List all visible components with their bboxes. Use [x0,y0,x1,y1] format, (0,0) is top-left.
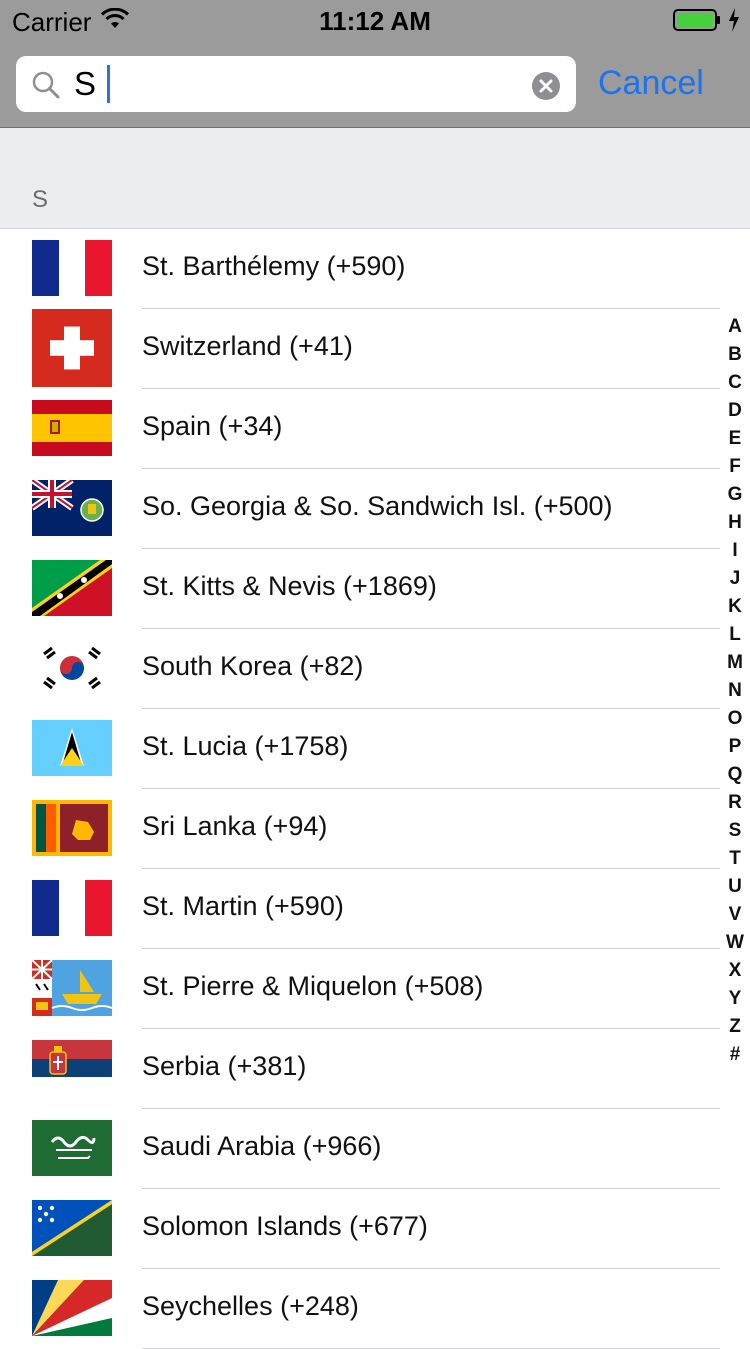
index-letter-p[interactable]: P [728,736,742,757]
country-label: So. Georgia & So. Sandwich Isl. (+500) [142,491,613,521]
index-letter-m[interactable]: M [727,652,743,673]
country-label: St. Barthélemy (+590) [142,251,406,281]
index-letter-u[interactable]: U [728,876,742,897]
search-icon [32,71,60,99]
country-label: Serbia (+381) [142,1051,307,1081]
index-letter-k[interactable]: K [728,596,742,617]
list-item[interactable]: St. Pierre & Miquelon (+508) [0,949,750,1029]
wifi-icon [100,8,130,28]
index-letter-v[interactable]: V [728,904,742,925]
list-item[interactable]: Spain (+34) [0,389,750,469]
country-label: Switzerland (+41) [142,331,353,361]
section-index-bar[interactable]: A B C D E F G H I J K L M N O P Q R S T … [722,313,748,1069]
list-item[interactable]: Solomon Islands (+677) [0,1189,750,1269]
index-letter-y[interactable]: Y [728,988,742,1009]
row-divider [142,1108,720,1109]
saint-kitts-flag-icon [32,560,112,616]
index-letter-hash[interactable]: # [729,1044,741,1065]
index-letter-j[interactable]: J [729,568,741,589]
section-header [0,128,750,229]
text-caret [107,65,110,103]
saint-lucia-flag-icon [32,720,112,776]
index-letter-w[interactable]: W [726,932,744,953]
row-divider [142,628,720,629]
search-input[interactable] [72,64,514,104]
list-item[interactable]: Seychelles (+248) [0,1269,750,1349]
index-letter-z[interactable]: Z [729,1016,741,1037]
row-divider [142,548,720,549]
section-header-letter: S [32,186,49,213]
saudi-arabia-flag-icon [32,1120,112,1176]
seychelles-flag-icon [32,1280,112,1336]
country-label: St. Kitts & Nevis (+1869) [142,571,437,601]
index-letter-q[interactable]: Q [727,764,743,785]
row-divider [142,468,720,469]
list-item[interactable]: Switzerland (+41) [0,309,750,389]
row-divider [142,708,720,709]
row-divider [142,1188,720,1189]
country-label: Sri Lanka (+94) [142,811,328,841]
switzerland-flag-icon [32,309,112,387]
index-letter-f[interactable]: F [729,456,741,477]
list-item[interactable]: St. Lucia (+1758) [0,709,750,789]
row-divider [142,788,720,789]
battery-icon [673,9,720,31]
row-divider [142,1268,720,1269]
index-letter-a[interactable]: A [728,316,742,337]
index-letter-g[interactable]: G [727,484,743,505]
list-item[interactable]: St. Martin (+590) [0,869,750,949]
index-letter-c[interactable]: C [728,372,742,393]
country-list: St. Barthélemy (+590) Switzerland (+41) … [0,229,750,1349]
clear-search-icon[interactable] [531,71,561,101]
country-label: St. Pierre & Miquelon (+508) [142,971,484,1001]
list-item[interactable]: Serbia (+381) [0,1029,750,1109]
solomon-islands-flag-icon [32,1200,112,1256]
row-divider [142,388,720,389]
sri-lanka-flag-icon [32,800,112,856]
index-letter-s[interactable]: S [728,820,742,841]
row-divider [142,308,720,309]
charging-icon [729,8,739,32]
france-flag-icon [32,240,112,296]
index-letter-r[interactable]: R [728,792,742,813]
index-letter-l[interactable]: L [729,624,741,645]
index-letter-o[interactable]: O [727,708,743,729]
france-flag-icon [32,880,112,936]
index-letter-x[interactable]: X [728,960,742,981]
index-letter-h[interactable]: H [728,512,742,533]
south-korea-flag-icon [32,640,112,696]
saint-pierre-flag-icon [32,960,112,1016]
list-item[interactable]: St. Kitts & Nevis (+1869) [0,549,750,629]
spain-flag-icon [32,400,112,456]
row-divider [142,868,720,869]
index-letter-n[interactable]: N [728,680,742,701]
index-letter-i[interactable]: I [732,540,738,561]
list-item[interactable]: South Korea (+82) [0,629,750,709]
list-item[interactable]: So. Georgia & So. Sandwich Isl. (+500) [0,469,750,549]
index-letter-e[interactable]: E [728,428,742,449]
country-label: Saudi Arabia (+966) [142,1131,382,1161]
clock: 11:12 AM [319,6,431,36]
country-label: Spain (+34) [142,411,283,441]
serbia-flag-icon [32,1040,112,1096]
carrier-label: Carrier [12,7,92,37]
list-item[interactable]: Saudi Arabia (+966) [0,1109,750,1189]
list-item[interactable]: Sri Lanka (+94) [0,789,750,869]
row-divider [142,948,720,949]
status-bar: Carrier 11:12 AM [0,0,750,40]
country-label: Solomon Islands (+677) [142,1211,428,1241]
south-georgia-flag-icon [32,480,112,536]
index-letter-d[interactable]: D [728,400,742,421]
list-item[interactable]: St. Barthélemy (+590) [0,229,750,309]
country-label: Seychelles (+248) [142,1291,359,1321]
country-label: St. Martin (+590) [142,891,344,921]
index-letter-t[interactable]: T [729,848,741,869]
country-label: South Korea (+82) [142,651,364,681]
row-divider [142,1028,720,1029]
search-header: Carrier 11:12 AM Cancel [0,0,750,128]
cancel-button[interactable]: Cancel [598,64,704,102]
country-label: St. Lucia (+1758) [142,731,349,761]
search-field[interactable] [16,56,576,112]
index-letter-b[interactable]: B [728,344,742,365]
